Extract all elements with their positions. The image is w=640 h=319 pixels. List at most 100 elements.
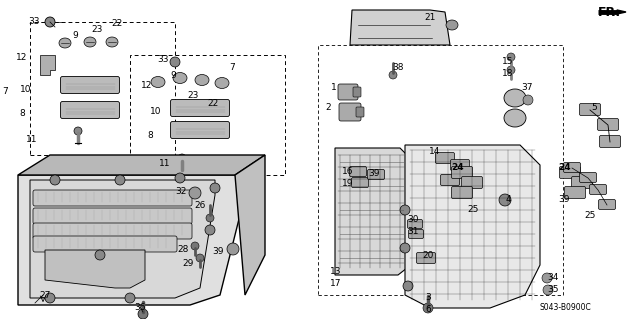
Text: 14: 14 [429,147,441,157]
FancyBboxPatch shape [451,160,470,170]
FancyBboxPatch shape [564,187,586,198]
Text: 1: 1 [331,84,337,93]
Polygon shape [335,148,407,275]
Text: 2: 2 [325,103,331,113]
Text: 24: 24 [559,164,572,173]
Circle shape [227,243,239,255]
FancyBboxPatch shape [367,169,385,180]
FancyBboxPatch shape [579,173,596,182]
Circle shape [205,225,215,235]
FancyBboxPatch shape [451,187,472,198]
Bar [30,22,175,155]
Text: 20: 20 [422,250,434,259]
Circle shape [74,127,82,135]
Text: 7: 7 [229,63,235,72]
Text: 11: 11 [159,159,171,167]
Ellipse shape [446,20,458,30]
Polygon shape [617,10,626,14]
Text: 9: 9 [170,70,176,79]
Text: 25: 25 [467,205,479,214]
Circle shape [507,53,515,61]
FancyBboxPatch shape [33,236,177,252]
Circle shape [543,285,553,295]
Circle shape [499,194,511,206]
FancyBboxPatch shape [33,208,192,224]
Text: 23: 23 [188,91,198,100]
Text: 21: 21 [424,13,436,23]
FancyBboxPatch shape [339,103,361,121]
Ellipse shape [59,38,71,48]
Text: 27: 27 [39,291,51,300]
Text: 15: 15 [502,57,514,66]
Circle shape [125,293,135,303]
Ellipse shape [504,89,526,107]
Text: 12: 12 [16,54,28,63]
FancyBboxPatch shape [559,167,580,179]
FancyBboxPatch shape [33,190,192,206]
Polygon shape [350,10,450,45]
FancyBboxPatch shape [417,253,435,263]
Circle shape [45,17,55,27]
FancyBboxPatch shape [170,122,230,138]
Circle shape [206,214,214,222]
Text: 39: 39 [368,168,380,177]
FancyBboxPatch shape [598,199,616,210]
FancyBboxPatch shape [451,167,472,179]
Text: 25: 25 [584,211,596,219]
FancyBboxPatch shape [598,118,618,130]
Ellipse shape [215,78,229,88]
Text: 33: 33 [157,56,169,64]
Text: 23: 23 [92,26,102,34]
FancyBboxPatch shape [461,176,483,189]
Text: 6: 6 [425,305,431,314]
Text: 12: 12 [141,80,153,90]
Polygon shape [30,180,215,298]
Ellipse shape [173,72,187,84]
FancyBboxPatch shape [563,162,580,173]
FancyBboxPatch shape [356,107,364,117]
Circle shape [115,175,125,185]
Circle shape [138,309,148,319]
Text: 13: 13 [330,268,342,277]
FancyBboxPatch shape [33,223,192,239]
Circle shape [175,173,185,183]
Text: 38: 38 [392,63,404,72]
Circle shape [389,71,397,79]
Text: 17: 17 [330,278,342,287]
Text: FR.: FR. [598,5,621,19]
Circle shape [210,183,220,193]
Text: 32: 32 [175,188,187,197]
Text: 16: 16 [342,167,354,176]
Circle shape [50,175,60,185]
Text: 8: 8 [19,108,25,117]
Text: 4: 4 [505,196,511,204]
Circle shape [191,242,199,250]
Circle shape [523,95,533,105]
Text: 10: 10 [20,85,32,94]
Polygon shape [405,145,540,308]
FancyBboxPatch shape [600,136,621,147]
Ellipse shape [195,75,209,85]
Circle shape [95,250,105,260]
Polygon shape [235,155,265,295]
Bar [318,45,563,295]
Text: 26: 26 [195,202,205,211]
Circle shape [178,154,186,162]
Text: 18: 18 [502,69,514,78]
Text: 8: 8 [147,130,153,139]
FancyBboxPatch shape [61,101,120,118]
Text: 29: 29 [182,258,194,268]
Polygon shape [40,55,55,75]
Text: 11: 11 [26,136,38,145]
Text: 30: 30 [407,216,419,225]
Bar [130,55,285,175]
Polygon shape [18,155,265,175]
Circle shape [400,205,410,215]
FancyBboxPatch shape [440,174,460,186]
FancyBboxPatch shape [589,184,607,195]
Polygon shape [45,250,145,288]
Text: S043-B0900C: S043-B0900C [539,303,591,313]
Text: 31: 31 [407,226,419,235]
FancyBboxPatch shape [353,87,361,97]
FancyBboxPatch shape [435,152,454,164]
